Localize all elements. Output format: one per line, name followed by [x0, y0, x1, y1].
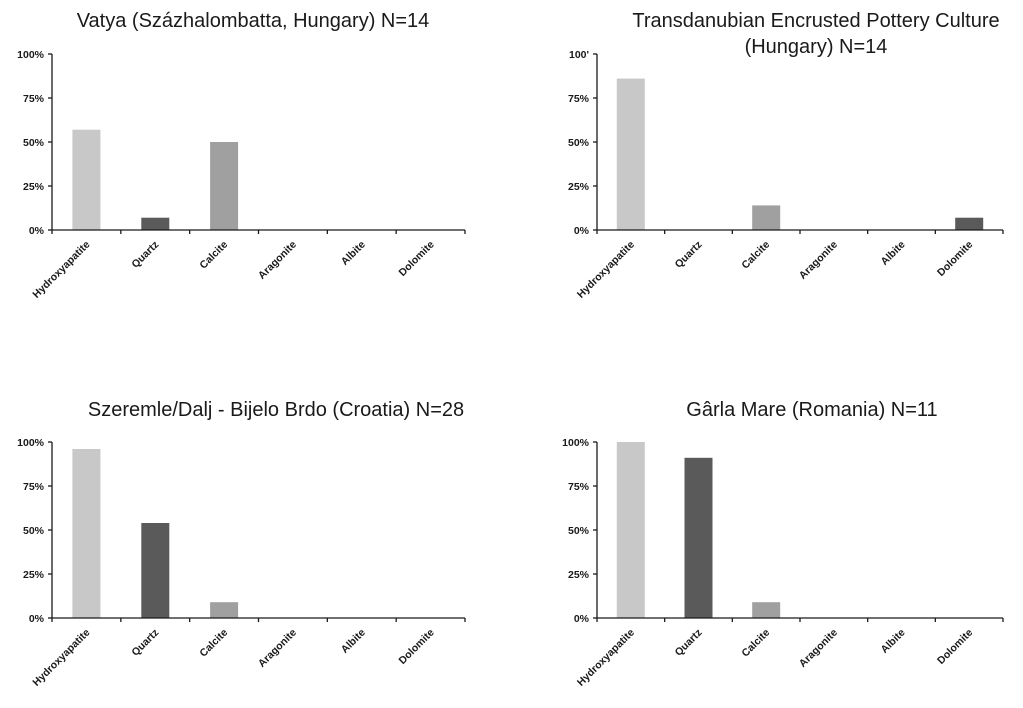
y-tick-label: 25%: [568, 569, 590, 581]
x-tick-label: Calcite: [197, 627, 230, 660]
chart-panel-2: Transdanubian Encrusted Pottery Culture (…: [568, 10, 1004, 301]
chart-title: (Hungary) N=14: [745, 36, 888, 58]
x-tick-label: Calcite: [739, 239, 772, 272]
y-tick-label: 100%: [17, 437, 45, 449]
bar-hydroxyapatite: [72, 129, 101, 230]
x-tick-label: Dolomite: [396, 627, 436, 667]
y-tick-label: 50%: [23, 525, 45, 537]
x-tick-label: Hydroxyapatite: [575, 239, 637, 301]
x-tick-label: Hydroxyapatite: [30, 239, 92, 301]
x-tick-label: Aragonite: [797, 239, 840, 282]
y-tick-label: 0%: [574, 613, 590, 625]
bar-quartz: [141, 523, 170, 618]
x-tick-label: Quartz: [673, 627, 705, 659]
bar-calcite: [752, 602, 781, 618]
y-tick-label: 25%: [23, 181, 45, 193]
y-tick-label: 25%: [23, 569, 45, 581]
x-tick-label: Quartz: [129, 239, 161, 271]
x-tick-label: Calcite: [739, 627, 772, 660]
x-tick-label: Calcite: [197, 239, 230, 272]
x-tick-label: Dolomite: [396, 239, 436, 279]
bar-hydroxyapatite: [72, 449, 101, 618]
chart-panel-1: Vatya (Százhalombatta, Hungary) N=14 0% 25…: [17, 10, 466, 301]
bar-calcite: [752, 205, 781, 230]
y-tick-label: 100%: [562, 437, 590, 449]
y-tick-label: 75%: [23, 481, 45, 493]
x-tick-label: Dolomite: [935, 239, 975, 279]
chart-title: Szeremle/Dalj - Bijelo Brdo (Croatia) N=…: [88, 399, 464, 421]
y-tick-label: 0%: [29, 225, 45, 237]
y-tick-label: 75%: [568, 93, 590, 105]
x-tick-label: Albite: [339, 627, 368, 656]
y-tick-label: 75%: [23, 93, 45, 105]
x-tick-label: Hydroxyapatite: [30, 627, 92, 689]
y-tick-label: 0%: [574, 225, 590, 237]
x-tick-label: Hydroxyapatite: [575, 627, 637, 689]
x-tick-label: Quartz: [673, 239, 705, 271]
chart-panel-4: Gârla Mare (Romania) N=11 0% 25% 50% 75% 100%…: [562, 399, 1004, 689]
x-tick-label: Aragonite: [797, 627, 840, 670]
chart-title: Transdanubian Encrusted Pottery Culture: [632, 10, 999, 32]
x-tick-label: Aragonite: [256, 239, 299, 282]
bar-dolomite: [955, 217, 984, 230]
y-tick-label: 75%: [568, 481, 590, 493]
x-tick-label: Albite: [879, 239, 908, 268]
y-tick-label: 50%: [23, 137, 45, 149]
y-tick-label: 100': [569, 49, 589, 61]
y-tick-label: 50%: [568, 525, 590, 537]
bar-quartz: [684, 457, 713, 618]
bar-hydroxyapatite: [616, 78, 645, 230]
x-tick-label: Aragonite: [256, 627, 299, 670]
bar-calcite: [210, 602, 239, 618]
x-tick-label: Albite: [339, 239, 368, 268]
y-tick-label: 50%: [568, 137, 590, 149]
bar-hydroxyapatite: [616, 442, 645, 618]
chart-title: Gârla Mare (Romania) N=11: [686, 399, 937, 421]
y-tick-label: 100%: [17, 49, 45, 61]
bar-quartz: [141, 217, 170, 230]
y-tick-label: 0%: [29, 613, 45, 625]
chart-panel-3: Szeremle/Dalj - Bijelo Brdo (Croatia) N=…: [17, 399, 466, 689]
x-tick-label: Albite: [879, 627, 908, 656]
x-tick-label: Dolomite: [935, 627, 975, 667]
y-tick-label: 25%: [568, 181, 590, 193]
bar-calcite: [210, 142, 239, 230]
chart-title: Vatya (Százhalombatta, Hungary) N=14: [77, 10, 430, 32]
x-tick-label: Quartz: [129, 627, 161, 659]
